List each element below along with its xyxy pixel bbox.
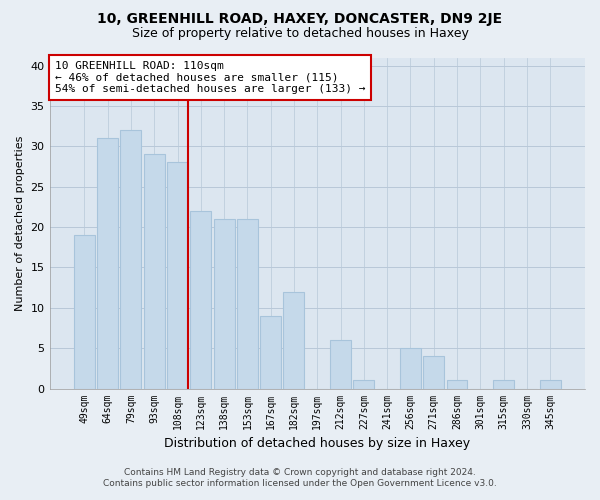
Bar [167, 162, 188, 388]
Bar [539, 380, 560, 388]
Text: Size of property relative to detached houses in Haxey: Size of property relative to detached ho… [131, 28, 469, 40]
Bar [400, 348, 421, 389]
Bar [330, 340, 351, 388]
Y-axis label: Number of detached properties: Number of detached properties [15, 136, 25, 310]
Bar [214, 219, 235, 388]
Text: 10 GREENHILL ROAD: 110sqm
← 46% of detached houses are smaller (115)
54% of semi: 10 GREENHILL ROAD: 110sqm ← 46% of detac… [55, 61, 365, 94]
Bar [446, 380, 467, 388]
Bar [121, 130, 142, 388]
Bar [260, 316, 281, 388]
Bar [74, 235, 95, 388]
Bar [493, 380, 514, 388]
Bar [190, 211, 211, 388]
Bar [237, 219, 258, 388]
Bar [97, 138, 118, 388]
Bar [144, 154, 165, 388]
X-axis label: Distribution of detached houses by size in Haxey: Distribution of detached houses by size … [164, 437, 470, 450]
Bar [283, 292, 304, 388]
Bar [353, 380, 374, 388]
Text: 10, GREENHILL ROAD, HAXEY, DONCASTER, DN9 2JE: 10, GREENHILL ROAD, HAXEY, DONCASTER, DN… [97, 12, 503, 26]
Text: Contains HM Land Registry data © Crown copyright and database right 2024.
Contai: Contains HM Land Registry data © Crown c… [103, 468, 497, 487]
Bar [423, 356, 444, 388]
